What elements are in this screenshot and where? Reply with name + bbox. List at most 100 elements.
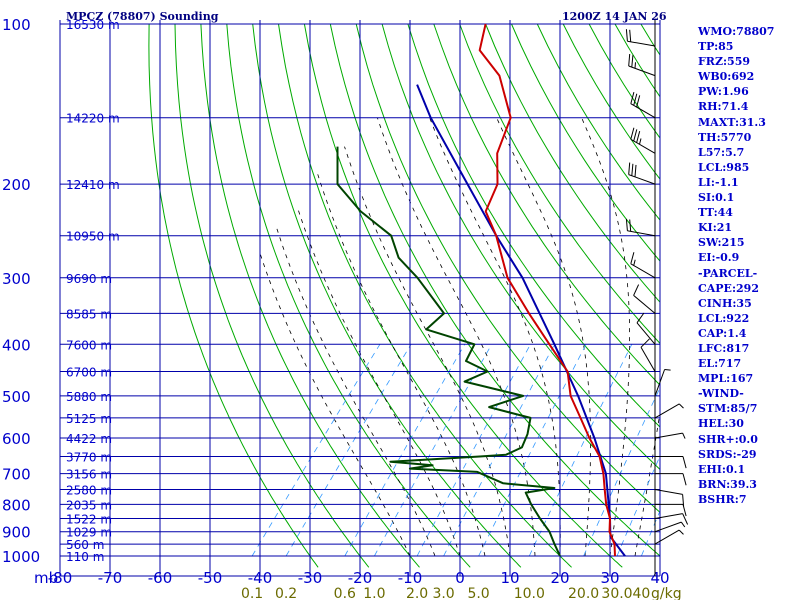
- wind-barb-staff: [654, 513, 683, 519]
- dry-adiabat: [200, 23, 420, 568]
- height-label: 14220 m: [66, 112, 120, 126]
- wind-barb-flag: [628, 53, 631, 67]
- temperature-tick-label: 0: [455, 569, 465, 587]
- wind-barb-flag: [630, 127, 635, 140]
- wind-barb-staff: [627, 230, 656, 237]
- wind-barb: [655, 503, 687, 517]
- height-label: 9690 m: [66, 272, 112, 286]
- temperature-tick-label: -20: [348, 569, 373, 587]
- moist-adiabat: [429, 117, 561, 556]
- wind-barb: [628, 162, 656, 185]
- wind-barb-flag: [682, 513, 689, 525]
- dry-adiabat: [174, 23, 370, 568]
- mixing-ratio-label: 3.0: [432, 586, 454, 600]
- height-label: 6700 m: [66, 366, 112, 380]
- wind-barb-flag: [636, 95, 641, 108]
- profiles: [336, 23, 626, 557]
- height-label: 4422 m: [66, 432, 112, 446]
- dry-adiabat: [355, 23, 660, 514]
- index-line: SRDS:-29: [698, 447, 757, 461]
- dewpoint-line: [336, 146, 561, 557]
- index-line: TP:85: [698, 40, 734, 54]
- sounding-time: 1200Z 14 JAN 26: [562, 10, 667, 23]
- temperature-tick-label: 40: [650, 569, 669, 587]
- wind-barb: [630, 252, 656, 279]
- index-line: SHR+:0.0: [698, 432, 758, 446]
- index-line: STM:85/7: [698, 402, 758, 416]
- mixing-ratio-label: 20.0: [568, 586, 599, 600]
- wind-barb: [654, 403, 684, 419]
- index-line: LI:-1.1: [698, 175, 739, 189]
- wind-barb-flag: [629, 219, 632, 232]
- wind-barb: [630, 127, 656, 154]
- wind-barb-flag: [630, 91, 635, 104]
- moist-adiabat: [316, 172, 486, 557]
- pressure-tick-label: 100: [2, 16, 31, 34]
- grid: [59, 20, 661, 577]
- index-line: WMO:78807: [698, 25, 775, 38]
- wind-barb: [633, 284, 656, 314]
- pressure-tick-label: 1000: [2, 548, 40, 566]
- pressure-tick-label: 900: [2, 524, 31, 542]
- mixing-ratio-unit-label: g/kg: [651, 586, 682, 600]
- index-line: WB0:692: [698, 70, 755, 84]
- height-label: 1029 m: [66, 526, 112, 540]
- wind-barb-flag: [625, 29, 628, 42]
- wind-barb-staff: [633, 295, 656, 314]
- wind-barb: [654, 529, 684, 545]
- index-line: LFC:817: [698, 341, 750, 355]
- indices-panel: WMO:78807 TP:85 FRZ:559 WB0:692 PW:1.96 RH:71…: [698, 24, 800, 507]
- pressure-tick-label: 600: [2, 430, 31, 448]
- index-line: KI:21: [698, 221, 733, 235]
- index-line: BSHR:7: [698, 492, 747, 506]
- mixing-ratio-label: 40: [632, 586, 650, 600]
- wind-barb-staff: [654, 432, 683, 439]
- wind-barb-flag: [633, 129, 638, 142]
- temperature-tick-label: 30: [600, 569, 619, 587]
- wind-barb-flag: [631, 55, 634, 68]
- index-line: PW:1.96: [698, 85, 749, 99]
- wind-barb-flag: [636, 130, 641, 143]
- moist-adiabat: [634, 410, 660, 557]
- wind-barbs: [625, 20, 689, 576]
- height-label: 3770 m: [66, 451, 112, 465]
- dry-adiabat: [485, 23, 660, 303]
- index-line: SW:215: [698, 236, 745, 250]
- wind-barb-flag: [634, 164, 637, 177]
- wind-barb: [655, 456, 687, 469]
- index-line: LCL:922: [698, 311, 750, 325]
- index-line: HEL:30: [698, 417, 744, 431]
- height-label: 2580 m: [66, 484, 112, 498]
- index-line: CINH:35: [698, 296, 752, 310]
- mixing-ratio-label: 5.0: [467, 586, 489, 600]
- wind-barb-flag: [678, 403, 684, 409]
- wind-barb-staff: [654, 489, 683, 495]
- index-line: TT:44: [698, 206, 733, 220]
- temperature-tick-label: -10: [398, 569, 423, 587]
- wind-barb-flag: [682, 432, 686, 439]
- pressure-tick-label: 800: [2, 496, 31, 514]
- temperature-line: [478, 23, 616, 557]
- height-label: 16530 m: [66, 18, 120, 32]
- wind-barb: [654, 369, 671, 397]
- temperature-tick-label: -60: [148, 569, 173, 587]
- dry-adiabat: [278, 23, 572, 568]
- wind-barb-staff: [654, 521, 682, 533]
- pressure-tick-label: 400: [2, 336, 31, 354]
- wind-barb-flag: [682, 456, 687, 469]
- dry-adiabats: [148, 23, 660, 568]
- height-label: 8585 m: [66, 307, 112, 321]
- wind-barb-flag: [640, 338, 650, 348]
- wind-barb-staff: [630, 103, 656, 119]
- dry-adiabat: [252, 23, 522, 568]
- wind-barb-flag: [633, 284, 640, 296]
- height-label: 10950 m: [66, 230, 120, 244]
- dry-adiabat: [148, 23, 319, 568]
- wind-barb: [625, 29, 656, 47]
- wind-barb: [636, 312, 656, 345]
- wind-barb-flag: [634, 62, 636, 69]
- dry-adiabat: [303, 23, 623, 568]
- height-label: 5880 m: [66, 390, 112, 404]
- dry-adiabat: [407, 23, 660, 428]
